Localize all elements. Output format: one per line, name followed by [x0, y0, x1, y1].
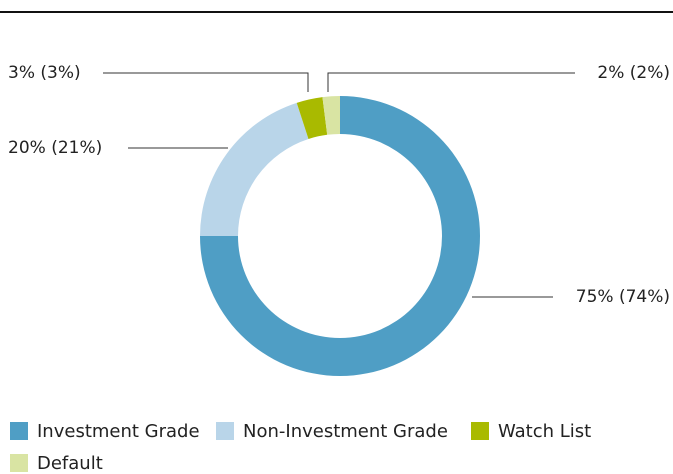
donut-segment	[200, 102, 309, 237]
legend-swatch	[10, 454, 28, 472]
data-label: 3% (3%)	[8, 63, 81, 83]
legend-swatch	[471, 422, 489, 440]
legend-label: Non-Investment Grade	[243, 421, 448, 442]
donut-segment	[296, 97, 328, 139]
data-label: 2% (2%)	[597, 63, 670, 83]
legend-swatch	[216, 422, 234, 440]
legend-label: Watch List	[498, 421, 591, 442]
leader-line	[327, 72, 575, 92]
leader-line	[103, 72, 309, 92]
legend-label: Default	[37, 453, 103, 474]
data-label: 75% (74%)	[576, 287, 670, 307]
legend-label: Investment Grade	[37, 421, 200, 442]
legend-swatch	[10, 422, 28, 440]
data-label: 20% (21%)	[8, 138, 102, 158]
donut-segment	[322, 96, 340, 135]
